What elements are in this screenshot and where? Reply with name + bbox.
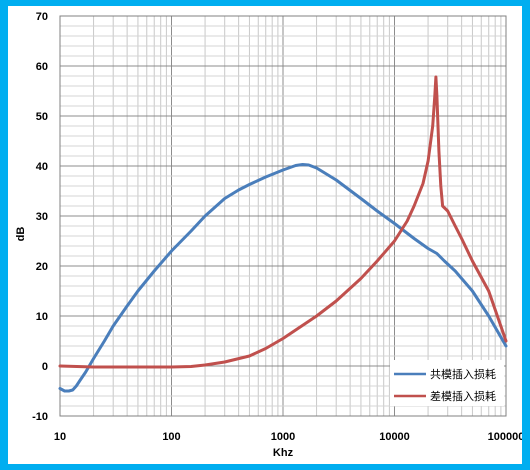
series-line-0	[58, 163, 508, 393]
y-axis-ticks: -10 0 10 20 30 40 50 60 70	[32, 11, 48, 423]
y-tick-label: -10	[32, 411, 48, 423]
legend-label-differential-mode: 差模插入损耗	[430, 389, 496, 403]
y-tick-label: 50	[36, 111, 48, 123]
y-tick-label: 60	[36, 61, 48, 73]
legend: 共模插入损耗 差模插入损耗	[390, 360, 504, 406]
x-tick-label: 1000	[271, 431, 295, 443]
series-lines	[58, 75, 508, 393]
y-tick-label: 40	[36, 161, 48, 173]
y-tick-label: 10	[36, 311, 48, 323]
legend-box	[390, 360, 504, 406]
y-axis-title: dB	[15, 227, 27, 242]
y-tick-label: 70	[36, 11, 48, 23]
x-tick-label: 100	[162, 431, 180, 443]
y-tick-label: 30	[36, 211, 48, 223]
x-tick-label: 10	[54, 431, 66, 443]
x-tick-label: 10000	[379, 431, 410, 443]
y-tick-label: 20	[36, 261, 48, 273]
chart-frame: -10 0 10 20 30 40 50 60 70 10 100 1000 10000 100000 …	[8, 6, 522, 464]
x-axis-title: Khz	[273, 447, 294, 459]
plot-area	[59, 15, 507, 417]
x-tick-label: 100000	[488, 431, 522, 443]
grid	[59, 15, 506, 417]
x-axis-ticks: 10 100 1000 10000 100000	[54, 431, 522, 443]
y-tick-label: 0	[42, 361, 48, 373]
legend-label-common-mode: 共模插入损耗	[430, 367, 496, 381]
series-line-1	[58, 75, 508, 369]
